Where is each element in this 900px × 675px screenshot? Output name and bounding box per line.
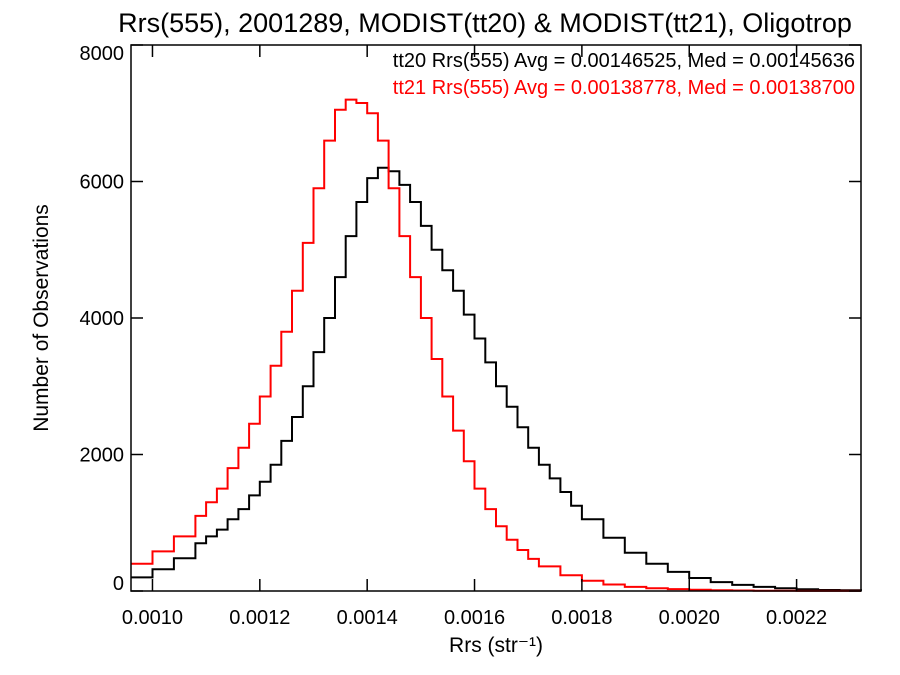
y-tick-label: 4000 <box>80 308 125 330</box>
y-tick-label: 6000 <box>80 172 125 194</box>
legend-tt20: tt20 Rrs(555) Avg = 0.00146525, Med = 0.… <box>393 50 855 72</box>
y-axis-label: Number of Observations <box>30 204 53 432</box>
series-1-line <box>131 98 861 592</box>
y-axis-ticks: 0 2000 4000 6000 8000 <box>80 43 861 595</box>
x-tick-label: 0.0018 <box>551 607 612 629</box>
x-tick-label: 0.0010 <box>122 607 183 629</box>
series-0-line <box>131 166 862 592</box>
x-tick-label: 0.0012 <box>229 607 290 629</box>
x-axis-ticks: 0.0010 0.0012 0.0014 0.0016 0.0018 0.0020 0.00… <box>122 45 827 629</box>
plot-area <box>131 98 862 592</box>
chart-title: Rrs(555), 2001289, MODIST(tt20) & MODIST… <box>118 8 852 38</box>
x-tick-label: 0.0016 <box>444 607 505 629</box>
y-tick-label: 2000 <box>80 445 125 467</box>
legend-tt21: tt21 Rrs(555) Avg = 0.00138778, Med = 0.… <box>393 77 855 99</box>
x-tick-label: 0.0022 <box>766 607 827 629</box>
x-tick-label: 0.0020 <box>659 607 720 629</box>
x-axis-label: Rrs (str⁻¹) <box>449 634 543 657</box>
y-tick-label: 8000 <box>80 43 125 65</box>
x-tick-label: 0.0014 <box>337 607 398 629</box>
y-tick-label: 0 <box>113 573 124 595</box>
